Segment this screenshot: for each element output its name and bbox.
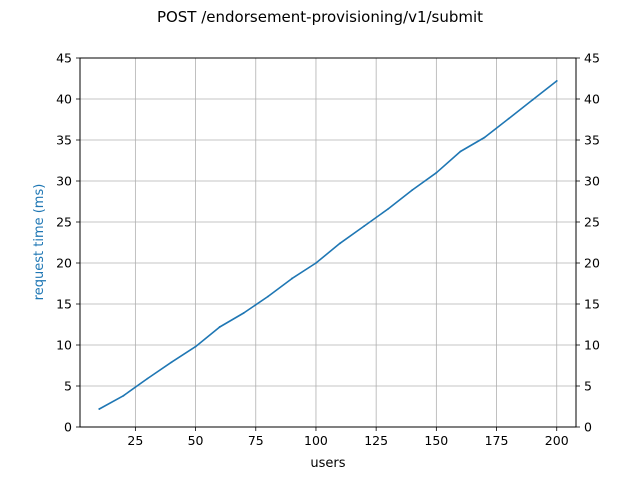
x-tick-label: 100 [304, 433, 328, 448]
data-point [266, 295, 269, 298]
data-point [387, 207, 390, 210]
x-tick-label: 150 [424, 433, 448, 448]
data-point [483, 136, 486, 139]
data-point [459, 150, 462, 153]
right-y-tick-label: 20 [584, 256, 600, 271]
y-tick-label: 20 [56, 256, 72, 271]
data-point [146, 377, 149, 380]
y-tick-label: 10 [56, 338, 72, 353]
right-y-tick-label: 35 [584, 133, 600, 148]
right-y-tick-label: 5 [584, 379, 592, 394]
right-y-tick-label: 40 [584, 92, 600, 107]
x-tick-label: 125 [364, 433, 388, 448]
y-tick-label: 0 [64, 420, 72, 435]
data-point [98, 408, 101, 410]
data-point [531, 98, 534, 101]
right-y-tick-label: 0 [584, 420, 592, 435]
data-point [170, 361, 173, 364]
data-point [290, 277, 293, 280]
y-tick-label: 35 [56, 133, 72, 148]
right-y-tick-label: 30 [584, 174, 600, 189]
plot-frame [79, 57, 577, 428]
y-tick-label: 25 [56, 215, 72, 230]
data-point [122, 394, 125, 397]
data-point [411, 189, 414, 191]
series-layer [98, 80, 558, 410]
x-tick-label: 200 [545, 433, 569, 448]
data-point [363, 225, 366, 228]
chart-title: POST /endorsement-provisioning/v1/submit [157, 8, 483, 26]
data-point [555, 80, 558, 82]
right-y-tick-label: 15 [584, 297, 600, 312]
x-tick-label: 175 [485, 433, 509, 448]
data-point [507, 117, 510, 120]
y-tick-label: 5 [64, 379, 72, 394]
y-tick-label: 45 [56, 51, 72, 66]
right-y-tick-label: 10 [584, 338, 600, 353]
y-tick-label: 30 [56, 174, 72, 189]
x-tick-label: 50 [188, 433, 204, 448]
y-tick-label: 15 [56, 297, 72, 312]
data-point [218, 326, 221, 328]
right-y-tick-label: 25 [584, 215, 600, 230]
data-point [194, 345, 197, 348]
y-axis-label: request time (ms) [32, 184, 47, 301]
x-axis: 25 50 75 100 125 150 175 200 [127, 427, 569, 448]
y-axis-right: 0 5 10 15 20 25 30 35 40 45 [576, 51, 600, 435]
x-tick-label: 25 [127, 433, 143, 448]
y-tick-label: 40 [56, 92, 72, 107]
x-axis-label: users [310, 456, 345, 471]
data-point [315, 262, 317, 264]
right-y-tick-label: 45 [584, 51, 600, 66]
data-point [339, 242, 341, 245]
x-tick-label: 75 [248, 433, 264, 448]
data-point [435, 171, 438, 174]
data-point [242, 312, 245, 314]
y-axis-left: 0 5 10 15 20 25 30 35 40 45 [56, 51, 80, 435]
series-line [98, 80, 558, 410]
